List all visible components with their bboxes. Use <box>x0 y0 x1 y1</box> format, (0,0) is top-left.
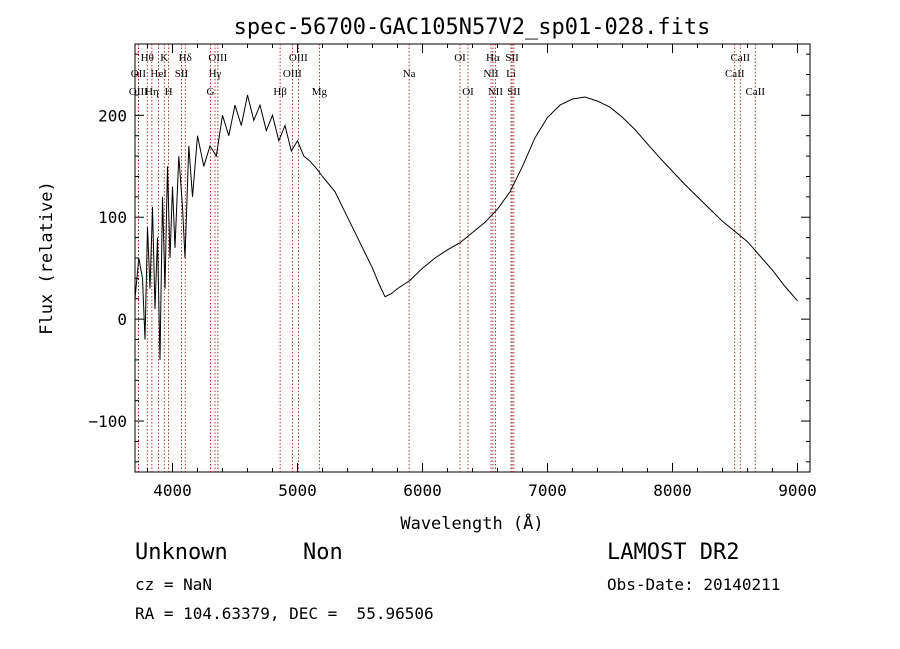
spectrum-line <box>135 94 798 360</box>
line-marker-label: OII <box>131 68 147 80</box>
line-marker-label: SII <box>175 68 189 80</box>
line-marker-label: Hα <box>486 52 500 64</box>
y-tick-label: 100 <box>98 208 127 227</box>
redshift-label: cz = NaN <box>135 575 213 594</box>
line-marker-label: H <box>165 86 173 98</box>
y-axis-label: Flux (relative) <box>37 181 57 335</box>
y-tick-label: 0 <box>117 310 127 329</box>
line-marker-label: SII <box>505 52 519 64</box>
line-marker-label: Li <box>506 68 516 80</box>
line-marker-label: OIII <box>208 52 227 64</box>
line-marker-label: Hβ <box>273 86 287 98</box>
x-tick-label: 5000 <box>278 481 317 500</box>
line-marker-label: G <box>207 86 215 98</box>
chart-title: spec-56700-GAC105N57V2_sp01-028.fits <box>234 15 711 40</box>
line-marker-label: Hθ <box>141 52 154 64</box>
line-marker-label: Mg <box>312 86 328 98</box>
line-marker-label: OIII <box>289 52 308 64</box>
line-marker-label: CaII <box>725 68 745 80</box>
line-marker-label: K <box>160 52 168 64</box>
line-marker-label: HeI <box>150 68 167 80</box>
spectrum-series <box>135 94 798 360</box>
class-label: Unknown <box>135 540 228 565</box>
subclass-label: Non <box>303 540 343 565</box>
line-marker-label: CaII <box>745 86 765 98</box>
line-marker-label: Hη <box>145 86 159 98</box>
x-tick-label: 7000 <box>528 481 567 500</box>
coordinates-label: RA = 104.63379, DEC = 55.96506 <box>135 604 434 623</box>
line-marker-label: OIII <box>283 68 302 80</box>
line-marker-label: OI <box>454 52 466 64</box>
line-marker-label: NII <box>488 86 504 98</box>
line-marker-label: SII <box>507 86 521 98</box>
survey-label: LAMOST DR2 <box>607 540 740 565</box>
obsdate-label: Obs-Date: 20140211 <box>607 575 781 594</box>
line-marker-label: OI <box>462 86 474 98</box>
x-axis-label: Wavelength (Å) <box>400 512 543 534</box>
axis-ticks: 4000 5000 6000 7000 8000 9000 −100 0 100 200 <box>88 44 817 500</box>
line-marker-label: NII <box>483 68 499 80</box>
x-tick-label: 6000 <box>403 481 442 500</box>
line-marker-label: Na <box>403 68 416 80</box>
y-tick-label: 200 <box>98 106 127 125</box>
line-marker-label: Hγ <box>209 68 222 80</box>
x-tick-label: 4000 <box>153 481 192 500</box>
x-tick-label: 8000 <box>653 481 692 500</box>
line-marker-label: OIII <box>129 86 148 98</box>
line-marker-label: Hδ <box>179 52 192 64</box>
x-tick-label: 9000 <box>778 481 817 500</box>
y-tick-label: −100 <box>88 412 127 431</box>
line-marker-label: CaII <box>730 52 750 64</box>
